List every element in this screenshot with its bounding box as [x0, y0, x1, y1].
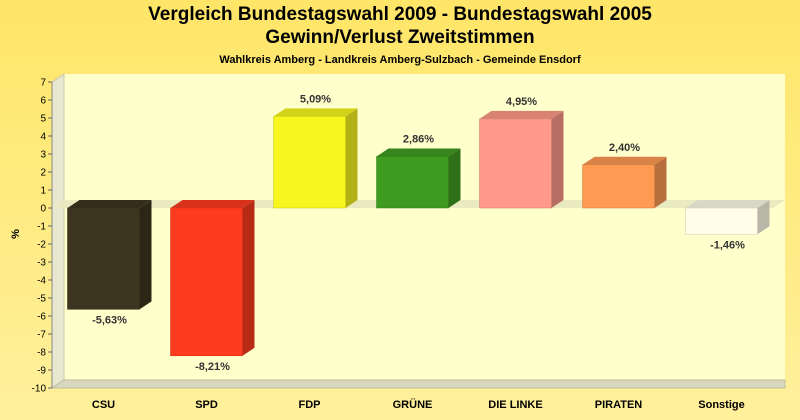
bar-top	[273, 108, 358, 117]
bar-top	[376, 148, 461, 157]
bar: -1,46%	[685, 200, 770, 251]
y-tick-label: 1	[40, 186, 46, 197]
x-category-label: Sonstige	[698, 399, 744, 411]
bar: -5,63%	[67, 200, 152, 326]
bar-side	[345, 108, 358, 208]
y-tick-label: -4	[37, 276, 46, 287]
plot-floor	[50, 379, 786, 389]
y-tick-label: 6	[40, 96, 46, 107]
y-tick-label: 2	[40, 168, 46, 179]
bar-front	[582, 164, 655, 209]
bar-front	[273, 116, 346, 209]
x-category-label: SPD	[195, 399, 218, 411]
y-tick-label: 7	[40, 78, 46, 89]
bar-side	[654, 156, 667, 208]
bar-side	[448, 148, 461, 208]
y-tick-label: 3	[40, 150, 46, 161]
bar-value-label: 2,40%	[609, 142, 640, 154]
bar-value-label: -8,21%	[195, 361, 230, 373]
x-category-label: DIE LINKE	[488, 399, 542, 411]
y-tick-label: -3	[37, 258, 46, 269]
bar-value-label: -1,46%	[710, 239, 745, 251]
bar-front	[67, 207, 140, 310]
bar-front	[376, 156, 449, 209]
bar-side	[242, 200, 255, 356]
y-tick-label: -2	[37, 240, 46, 251]
x-category-label: CSU	[92, 399, 115, 411]
chart-subtitle: Wahlkreis Amberg - Landkreis Amberg-Sulz…	[219, 54, 581, 66]
chart-title-2: Gewinn/Verlust Zweitstimmen	[265, 27, 535, 48]
bar-top	[582, 156, 667, 165]
bar: 5,09%	[273, 93, 358, 209]
y-axis-label: %	[10, 229, 22, 239]
chart-title: Vergleich Bundestagswahl 2009 - Bundesta…	[148, 4, 652, 25]
bar-top	[170, 200, 255, 208]
bar: 4,95%	[479, 96, 564, 209]
bar-top	[479, 110, 564, 119]
y-tick-label: -7	[37, 330, 46, 341]
bar-side	[757, 200, 770, 235]
x-category-label: GRÜNE	[393, 398, 433, 411]
bar-value-label: 4,95%	[506, 96, 537, 108]
x-category-label: PIRATEN	[595, 399, 643, 411]
bar-side	[551, 110, 564, 208]
bar-front	[685, 207, 758, 235]
y-tick-label: -8	[37, 348, 46, 359]
y-tick-label: -5	[37, 294, 46, 305]
bar-top	[67, 200, 152, 208]
bar-side	[139, 200, 152, 310]
bar-front	[170, 207, 243, 357]
y-tick-label: -10	[32, 384, 47, 395]
y-tick-label: 0	[40, 204, 46, 215]
plot-left-wall	[51, 73, 65, 389]
y-tick-label: -1	[37, 222, 46, 233]
bar-value-label: -5,63%	[92, 314, 127, 326]
x-category-label: FDP	[299, 399, 321, 411]
bar-front	[479, 118, 552, 209]
y-tick-label: -6	[37, 312, 46, 323]
bar: -8,21%	[170, 200, 255, 373]
bar: 2,86%	[376, 134, 461, 209]
bar-top	[685, 200, 770, 208]
bar-value-label: 2,86%	[403, 134, 434, 146]
y-tick-label: -9	[37, 366, 46, 377]
bar: 2,40%	[582, 142, 667, 209]
y-tick-label: 4	[40, 132, 46, 143]
bar-value-label: 5,09%	[300, 93, 331, 105]
y-tick-label: 5	[40, 114, 46, 125]
